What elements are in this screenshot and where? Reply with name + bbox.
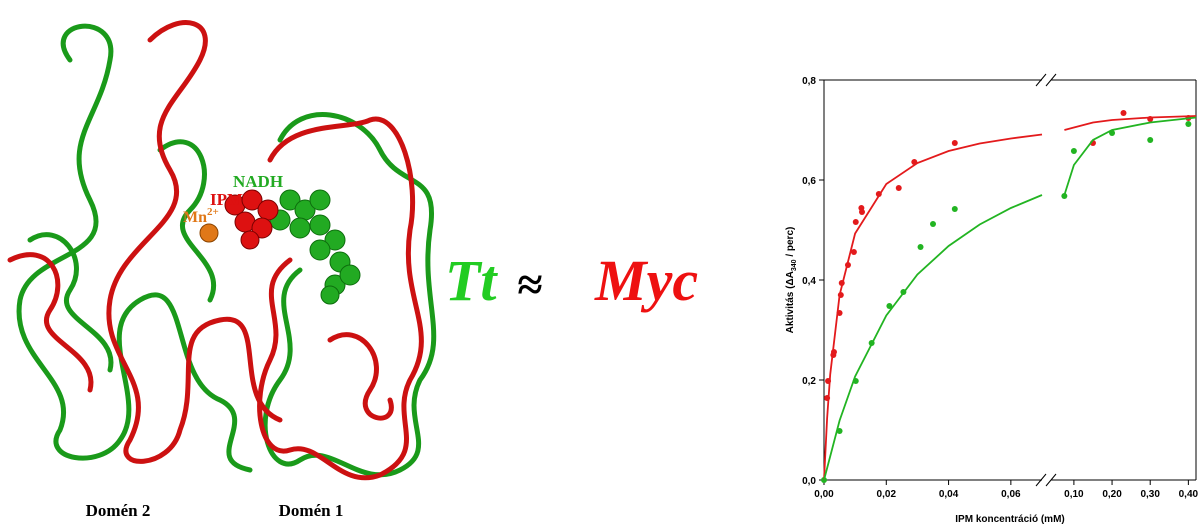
data-point: [930, 221, 936, 227]
data-point: [853, 219, 859, 225]
data-point: [952, 140, 958, 146]
x-tick-label: 0,04: [939, 489, 959, 500]
fit-line: [824, 135, 1042, 481]
data-point: [1071, 148, 1077, 154]
x-tick-label: 0,20: [1102, 489, 1122, 500]
data-point: [1185, 121, 1191, 127]
y-tick-label: 0,4: [802, 276, 816, 287]
slide: NADH IPM Mn2+ Domén 2 Domén 1 Tt ≈ Myc 0…: [0, 0, 1203, 527]
data-point: [1147, 137, 1153, 143]
x-tick-label: 0,02: [877, 489, 897, 500]
mn-text: Mn: [183, 209, 207, 226]
data-point: [1121, 110, 1127, 116]
protein-structure: [10, 23, 434, 478]
data-point: [918, 244, 924, 250]
myc-label: Myc: [594, 248, 698, 313]
data-point: [896, 185, 902, 191]
x-tick-label: 0,06: [1001, 489, 1021, 500]
domain-label: Domén 1: [279, 501, 344, 520]
mn-charge: 2+: [207, 206, 219, 218]
y-axis-label: Aktivitás (ΔA340 / perc): [785, 227, 798, 334]
x-tick-label: 0,00: [814, 489, 834, 500]
y-axis-label-part: Aktivitás (ΔA: [785, 271, 796, 333]
fit-line: [1064, 116, 1196, 130]
chart: 0,0 0,2 0,4 0,6 0,8 0,00 0,02 0,04 0,06 Aktivitás…: [785, 74, 1199, 525]
approx-sign: ≈: [517, 259, 542, 310]
y-tick-label: 0,6: [802, 176, 816, 187]
data-point: [952, 206, 958, 212]
page: NADH IPM Mn2+ Domén 2 Domén 1 Tt ≈ Myc 0…: [0, 0, 1203, 527]
nadh-label: NADH: [233, 172, 283, 191]
y-tick-label: 0,8: [802, 76, 816, 87]
tt-label: Tt: [445, 248, 498, 313]
fit-line: [1064, 118, 1196, 196]
y-tick-label: 0,2: [802, 376, 816, 387]
mn-label: Mn2+: [183, 206, 219, 226]
x-tick-label: 0,10: [1064, 489, 1084, 500]
domain-label: Domén 2: [86, 501, 151, 520]
y-axis-label-part: 340: [791, 259, 798, 271]
fit-line: [824, 195, 1042, 480]
x-axis-label: IPM koncentráció (mM): [955, 514, 1064, 525]
y-tick-label: 0,0: [802, 476, 816, 487]
x-tick-label: 0,30: [1140, 489, 1160, 500]
y-axis-label-part: / perc): [785, 227, 796, 260]
data-point: [859, 209, 865, 215]
x-tick-label: 0,40: [1179, 489, 1199, 500]
